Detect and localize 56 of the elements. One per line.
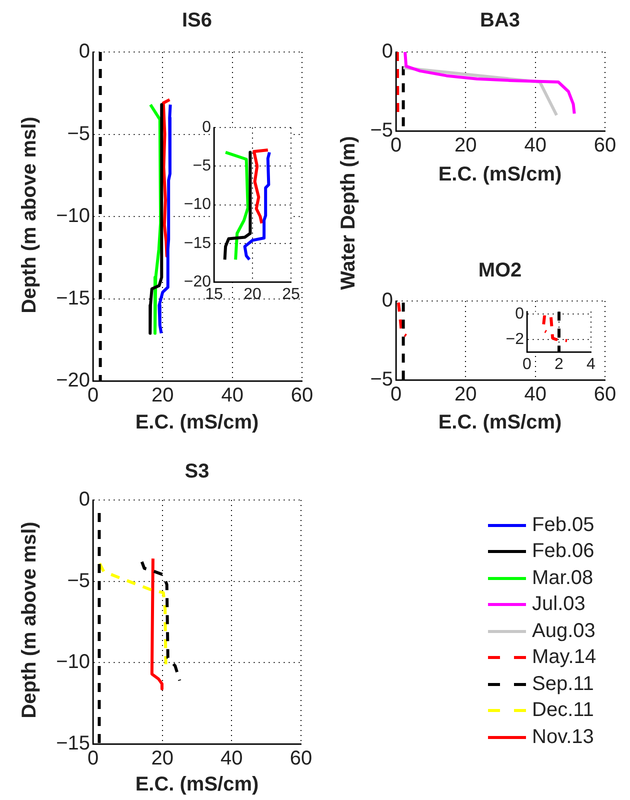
legend-label: Feb.05 xyxy=(532,514,594,537)
x-tick-label: 20 xyxy=(150,748,174,770)
x-tick-label: 2 xyxy=(554,356,564,374)
y-tick-label: −5 xyxy=(370,120,393,142)
x-tick-label: 60 xyxy=(594,134,616,157)
x-tick-label: 20 xyxy=(454,383,477,406)
x-tick-label: 60 xyxy=(594,383,616,406)
x-axis-title: E.C. (mS/cm) xyxy=(135,774,259,796)
legend-label: Feb.06 xyxy=(532,540,594,564)
x-axis-title: E.C. (mS/cm) xyxy=(438,164,562,186)
y-tick-label: 0 xyxy=(382,40,393,63)
y-tick-label: −15 xyxy=(184,234,212,252)
y-tick-label: −15 xyxy=(56,287,90,310)
legend-label: Jul.03 xyxy=(532,593,586,616)
y-tick-label: −5 xyxy=(370,368,393,390)
y-tick-label: −10 xyxy=(56,205,90,228)
legend-label: Dec.11 xyxy=(532,699,594,722)
x-tick-label: 15 xyxy=(205,286,224,304)
chart-title: IS6 xyxy=(182,10,212,32)
x-tick-label: 60 xyxy=(290,748,312,770)
legend-label: Mar.08 xyxy=(532,566,594,590)
y-tick-label: −5 xyxy=(66,122,90,145)
x-axis-title: E.C. (mS/cm) xyxy=(438,412,562,434)
y-tick-label: −20 xyxy=(56,370,90,392)
y-axis-title: Depth (m above msl) xyxy=(18,522,42,718)
y-tick-label: −5 xyxy=(193,158,212,175)
x-tick-label: 4 xyxy=(586,356,596,374)
x-tick-label: 40 xyxy=(220,748,242,770)
legend-label: May.14 xyxy=(532,646,596,670)
x-tick-label: 40 xyxy=(220,384,244,407)
x-tick-label: 20 xyxy=(454,134,477,157)
x-tick-label: 20 xyxy=(151,384,174,407)
y-tick-label: −15 xyxy=(56,732,90,755)
chart-title: S3 xyxy=(184,460,210,484)
legend-label: Nov.13 xyxy=(532,726,594,749)
y-tick-label: 0 xyxy=(78,488,90,511)
chart-title: MO2 xyxy=(478,260,522,282)
y-tick-label: 0 xyxy=(78,40,90,63)
x-tick-label: 40 xyxy=(524,134,546,157)
y-tick-label: −2 xyxy=(506,330,524,348)
line-series xyxy=(396,300,408,337)
y-axis-title: Depth (m above msl) xyxy=(18,116,42,314)
line-series xyxy=(98,562,167,666)
x-tick-label: 60 xyxy=(290,384,313,407)
y-tick-label: 0 xyxy=(202,119,212,136)
x-tick-label: 20 xyxy=(244,286,262,304)
chart-title: BA3 xyxy=(480,10,520,32)
y-axis-title: Water Depth (m) xyxy=(338,136,360,290)
y-tick-label: −5 xyxy=(66,570,90,592)
legend-label: Aug.03 xyxy=(532,620,596,643)
x-tick-label: 25 xyxy=(282,286,300,304)
legend-label: Sep.11 xyxy=(532,672,594,696)
y-tick-label: −10 xyxy=(184,196,212,214)
x-tick-label: 40 xyxy=(524,383,546,406)
y-tick-label: −10 xyxy=(56,651,90,674)
x-axis-title: E.C. (mS/cm) xyxy=(135,412,259,434)
